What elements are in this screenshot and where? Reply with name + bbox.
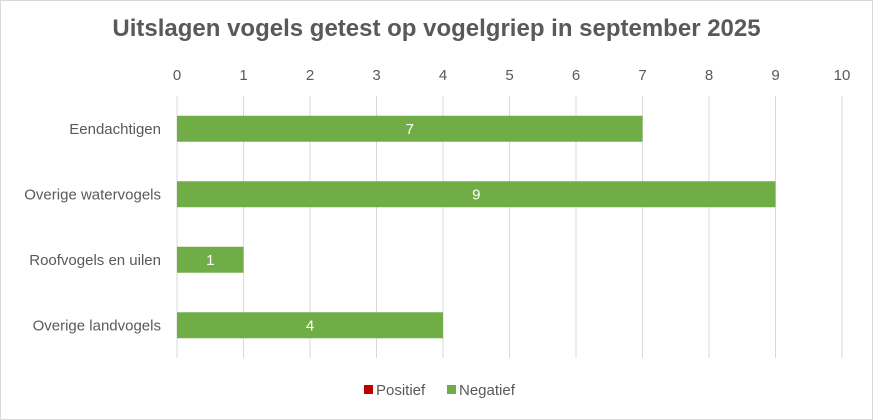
category-label: Eendachtigen <box>69 121 161 138</box>
x-tick-label: 2 <box>306 67 314 84</box>
bar-negatief <box>177 246 244 273</box>
legend-swatch-negatief <box>447 385 456 394</box>
x-tick-label: 3 <box>372 67 380 84</box>
legend-swatch-positief <box>364 385 373 394</box>
x-tick-label: 4 <box>439 67 447 84</box>
chart-title: Uitslagen vogels getest op vogelgriep in… <box>112 15 761 42</box>
x-tick-label: 8 <box>705 67 713 84</box>
bars: 7 9 1 4 <box>177 115 776 339</box>
bar-negatief <box>177 312 443 339</box>
data-label: 4 <box>306 317 314 334</box>
category-labels: Eendachtigen Overige watervogels Roofvogel… <box>24 121 161 335</box>
category-label: Overige watervogels <box>24 186 161 203</box>
x-tick-label: 1 <box>239 67 247 84</box>
x-tick-label: 9 <box>771 67 779 84</box>
data-label: 9 <box>472 186 480 203</box>
x-axis-ticks: 0 1 2 3 4 5 6 7 8 9 10 <box>173 67 851 84</box>
bar-negatief <box>177 115 643 142</box>
x-tick-label: 7 <box>638 67 646 84</box>
data-label: 7 <box>406 121 414 138</box>
x-tick-label: 10 <box>834 67 851 84</box>
legend-label-negatief: Negatief <box>459 382 516 399</box>
x-tick-label: 5 <box>505 67 513 84</box>
category-label: Roofvogels en uilen <box>29 252 161 269</box>
category-label: Overige landvogels <box>33 317 161 334</box>
x-tick-label: 0 <box>173 67 181 84</box>
x-tick-label: 6 <box>572 67 580 84</box>
legend: Positief Negatief <box>364 382 516 399</box>
data-label: 1 <box>206 252 214 269</box>
legend-label-positief: Positief <box>376 382 426 399</box>
bar-negatief <box>177 181 776 208</box>
